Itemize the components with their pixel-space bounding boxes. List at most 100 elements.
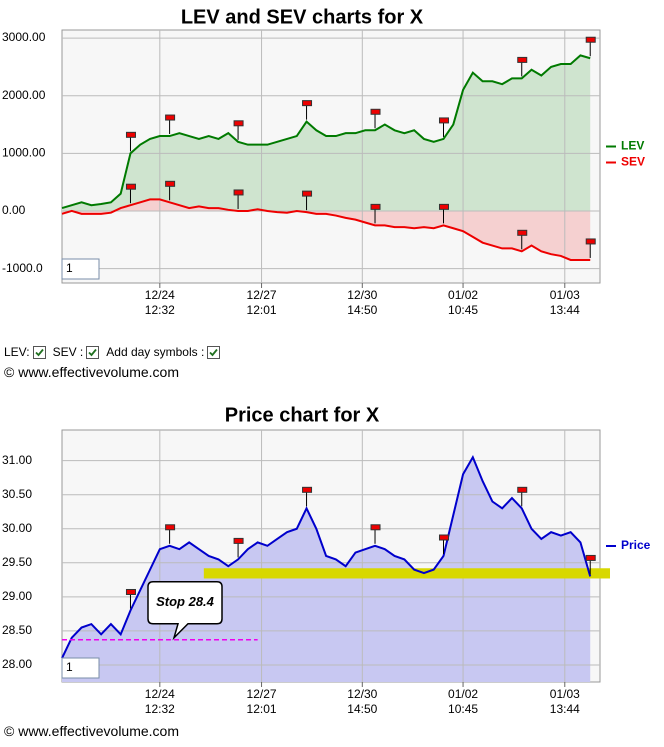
day-symbol — [302, 190, 313, 211]
day-symbol-flag — [438, 203, 449, 210]
x-tick-label: 12/24 — [145, 288, 175, 302]
day-symbol — [165, 524, 176, 544]
checkbox[interactable] — [32, 345, 46, 359]
day-symbol — [233, 120, 244, 140]
day-symbol-flag — [125, 588, 136, 595]
x-tick-time: 13:44 — [550, 702, 580, 716]
y-tick-label: 30.50 — [2, 487, 32, 501]
day-symbol — [233, 189, 244, 209]
day-symbol-flag — [233, 537, 244, 544]
day-symbol-flag — [125, 131, 136, 138]
zoom-input-value: 1 — [66, 261, 73, 275]
legend-label: LEV — [621, 139, 644, 153]
day-symbol — [302, 486, 313, 507]
x-tick-time: 10:45 — [448, 303, 478, 317]
toggle-label: LEV: — [4, 345, 30, 359]
day-symbol — [165, 180, 176, 201]
zoom-input-value: 1 — [66, 660, 73, 674]
y-tick-label: 3000.00 — [2, 30, 46, 44]
day-symbol — [438, 203, 449, 224]
x-tick-time: 13:44 — [550, 303, 580, 317]
y-tick-label: 0.00 — [2, 203, 26, 217]
y-tick-label: -1000.0 — [2, 261, 43, 275]
x-tick-time: 10:45 — [448, 702, 478, 716]
chart-title: LEV and SEV charts for X — [181, 6, 424, 28]
x-tick-label: 01/02 — [448, 288, 478, 302]
x-tick-label: 12/24 — [145, 687, 175, 701]
day-symbol — [438, 534, 449, 554]
y-tick-label: 29.50 — [2, 555, 32, 569]
area-fill — [62, 55, 591, 211]
day-symbol-flag — [517, 486, 528, 493]
day-symbol — [517, 486, 528, 507]
day-symbol — [585, 238, 596, 258]
day-symbol-flag — [585, 238, 596, 245]
x-tick-time: 14:50 — [347, 702, 377, 716]
price-band — [203, 568, 610, 579]
day-symbol-flag — [165, 114, 176, 121]
x-tick-time: 14:50 — [347, 303, 377, 317]
day-symbol-flag — [370, 524, 381, 531]
series-line — [61, 198, 591, 261]
day-symbol-flag — [517, 229, 528, 236]
zoom-input[interactable] — [61, 258, 100, 280]
checkbox[interactable] — [207, 345, 221, 359]
day-symbol-flag — [438, 534, 449, 541]
day-symbol-flag — [302, 486, 313, 493]
series-line — [61, 54, 591, 210]
legend-label: Price — [621, 538, 651, 552]
stop-callout — [147, 581, 223, 641]
day-symbol-flag — [370, 203, 381, 210]
x-tick-time: 12:32 — [145, 303, 175, 317]
day-symbol-flag — [165, 180, 176, 187]
checkbox[interactable] — [86, 345, 100, 359]
day-symbol — [585, 554, 596, 575]
x-tick-label: 12/30 — [347, 687, 377, 701]
day-symbol — [125, 588, 136, 609]
day-symbol-flag — [233, 120, 244, 127]
day-symbol — [517, 229, 528, 250]
day-symbol — [438, 117, 449, 137]
day-symbol — [125, 183, 136, 204]
y-tick-label: 28.00 — [2, 657, 32, 671]
x-tick-time: 12:32 — [145, 702, 175, 716]
day-symbol-flag — [370, 108, 381, 115]
stop-label: Stop 28.4 — [156, 594, 215, 609]
day-symbol — [302, 100, 313, 120]
y-tick-label: 2000.00 — [2, 88, 46, 102]
chart-title: Price chart for X — [225, 404, 380, 426]
y-tick-label: 1000.00 — [2, 146, 46, 160]
x-tick-label: 12/27 — [247, 288, 277, 302]
series-line — [61, 454, 592, 659]
day-symbol-flag — [585, 554, 596, 561]
x-tick-label: 12/27 — [247, 687, 277, 701]
day-symbol-flag — [125, 183, 136, 190]
x-tick-label: 01/03 — [550, 288, 580, 302]
day-symbol — [165, 114, 176, 135]
day-symbol-flag — [438, 117, 449, 124]
day-symbol — [370, 524, 381, 544]
zoom-input[interactable] — [61, 657, 100, 679]
toggle-label: SEV : — [52, 345, 84, 359]
x-tick-time: 12:01 — [247, 702, 277, 716]
credit: © www.effectivevolume.com — [4, 723, 180, 739]
credit: © www.effectivevolume.com — [4, 364, 180, 380]
day-symbol-flag — [302, 100, 313, 107]
day-symbol-flag — [302, 190, 313, 197]
area-fill — [62, 199, 591, 260]
x-tick-time: 12:01 — [247, 303, 277, 317]
day-symbol — [370, 203, 381, 224]
y-tick-label: 31.00 — [2, 453, 32, 467]
day-symbol-flag — [233, 189, 244, 196]
toggle-label: Add day symbols : — [106, 345, 205, 359]
day-symbol-flag — [165, 524, 176, 531]
day-symbol-flag — [517, 56, 528, 63]
day-symbol — [585, 36, 596, 57]
day-symbol-flag — [585, 36, 596, 43]
y-tick-label: 30.00 — [2, 521, 32, 535]
y-tick-label: 28.50 — [2, 623, 32, 637]
day-symbol — [370, 108, 381, 129]
day-symbol — [125, 131, 136, 152]
